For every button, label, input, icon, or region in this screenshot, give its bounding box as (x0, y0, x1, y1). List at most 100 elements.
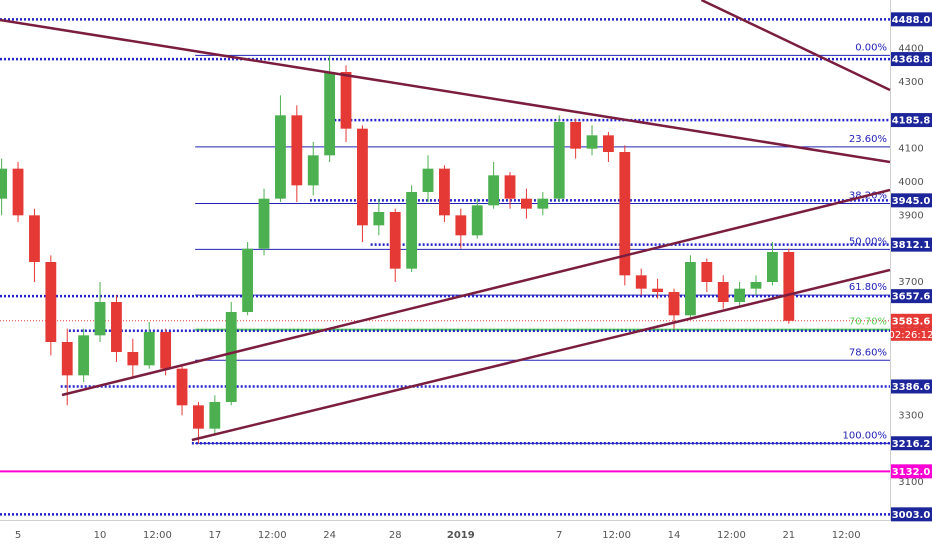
alert-label: 3132.0 (892, 467, 931, 478)
candle-body (521, 198, 532, 209)
candle-body (717, 282, 729, 302)
candle-body (29, 215, 40, 262)
candle-body (750, 282, 762, 289)
candle-body (258, 198, 270, 249)
candle-body (389, 212, 401, 269)
level-label: 3812.1 (892, 240, 931, 251)
candle-body (455, 215, 467, 236)
candle-body (471, 205, 483, 236)
x-tick-label: 14 (668, 530, 681, 541)
candle-body (291, 115, 303, 186)
level-box (891, 436, 932, 451)
last-price-label: 3583.6 (892, 316, 931, 327)
candle-body (275, 115, 286, 199)
level-box (891, 193, 932, 208)
level-label: 4488.0 (892, 15, 931, 26)
y-tick-label: 4000 (898, 177, 923, 188)
candle-body (488, 175, 500, 206)
candle-body (570, 122, 582, 149)
y-tick-label: 4300 (898, 77, 923, 88)
candle-body (340, 72, 352, 129)
candle-body (0, 168, 8, 199)
countdown-label: 02:26:12 (889, 330, 932, 341)
fib-label: 100.00% (843, 430, 888, 441)
candle-body (439, 168, 450, 216)
level-label: 3657.6 (892, 292, 931, 303)
trend-line (191, 268, 891, 442)
candle-body (111, 302, 122, 352)
candle-body (406, 192, 418, 269)
level-label: 3386.6 (892, 382, 931, 393)
level-box (891, 237, 932, 252)
candle-body (685, 262, 696, 316)
fib-label: 78.60% (849, 347, 887, 358)
candle-body (209, 402, 221, 429)
level-label: 3003.0 (892, 510, 931, 521)
level-box (891, 12, 932, 27)
y-tick-label: 3700 (898, 277, 923, 288)
fib-label: 23.60% (849, 134, 887, 145)
x-tick-label: 7 (556, 530, 562, 541)
candle-body (94, 302, 106, 336)
candle-body (160, 332, 172, 369)
level-box (891, 379, 932, 394)
x-tick-label: 12:00 (258, 530, 287, 541)
level-label: 4185.8 (892, 116, 931, 127)
candle-body (357, 128, 368, 226)
candle-body (193, 405, 204, 429)
x-tick-label: 21 (782, 530, 795, 541)
candle-body (45, 262, 57, 342)
candle-body (619, 152, 631, 276)
y-tick-label: 3900 (898, 210, 923, 221)
candle-body (652, 288, 664, 292)
trend-line (61, 188, 891, 397)
candle-body (242, 248, 254, 312)
x-tick-label: 12:00 (602, 530, 631, 541)
x-tick-label: 2019 (447, 530, 475, 541)
level-box (891, 507, 932, 522)
last-price-box (891, 313, 932, 328)
level-box (891, 113, 932, 128)
candle-body (127, 352, 139, 366)
candle-body (635, 275, 647, 289)
candle-body (422, 168, 434, 192)
trend-line (700, 0, 891, 92)
candle-body (553, 122, 565, 199)
y-tick-label: 4400 (898, 44, 923, 55)
fib-label: 61.80% (849, 282, 887, 293)
level-box (891, 52, 932, 67)
candle-body (373, 212, 385, 226)
x-tick-label: 12:00 (143, 530, 172, 541)
candle-body (324, 72, 336, 156)
candle-body (12, 168, 24, 216)
candle-body (537, 198, 549, 209)
y-tick-label: 3100 (898, 477, 923, 488)
level-label: 3216.2 (892, 439, 931, 450)
countdown-box (891, 327, 932, 341)
candle-body (783, 252, 795, 321)
x-tick-label: 12:00 (832, 530, 861, 541)
candle-body (767, 252, 778, 282)
candle-body (701, 262, 713, 282)
y-tick-label: 3300 (898, 410, 923, 421)
fib-label: 70.70% (849, 317, 887, 328)
fib-label: 50.00% (849, 236, 887, 247)
candle-body (143, 332, 155, 366)
candle-body (504, 175, 516, 199)
x-tick-label: 5 (15, 530, 21, 541)
candle-body (176, 368, 188, 406)
candle-body (61, 342, 73, 376)
candle-body (225, 312, 237, 402)
candle-body (668, 292, 680, 316)
fib-label: 0.00% (855, 42, 887, 53)
candle-body (734, 288, 746, 302)
x-tick-label: 10 (94, 530, 107, 541)
candle-body (586, 135, 598, 149)
candle-body (307, 155, 319, 186)
x-tick-label: 12:00 (717, 530, 746, 541)
alert-box (891, 464, 932, 479)
y-tick-label: 4100 (898, 144, 923, 155)
x-tick-label: 28 (389, 530, 402, 541)
level-label: 3945.0 (892, 196, 931, 207)
